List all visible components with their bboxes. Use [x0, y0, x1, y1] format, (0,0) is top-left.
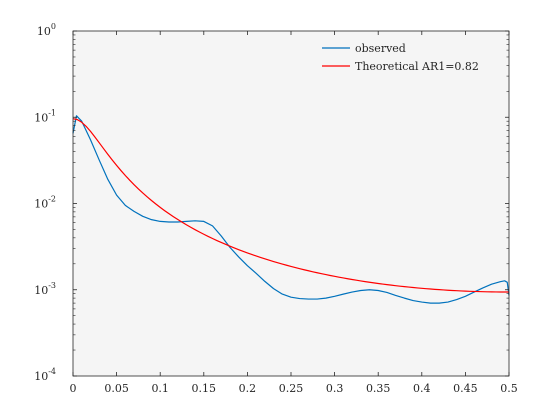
plot-area [73, 31, 509, 376]
legend: observed Theoretical AR1=0.82 [322, 42, 479, 73]
x-tick-label: 0.05 [104, 382, 129, 395]
series-layer [72, 115, 510, 304]
series-line-observed [72, 115, 510, 304]
x-tick-label: 0 [70, 382, 77, 395]
x-tick-label: 0.15 [192, 382, 217, 395]
x-tick-label: 0.35 [366, 382, 391, 395]
x-tick-label: 0.5 [500, 382, 518, 395]
y-tick-label: 10-3 [34, 281, 56, 297]
x-tick-label: 0.25 [279, 382, 304, 395]
legend-label-theoretical: Theoretical AR1=0.82 [355, 60, 479, 73]
x-tick-label: 0.2 [239, 382, 257, 395]
y-tick-label: 10-4 [34, 367, 56, 383]
x-tick-label: 0.45 [453, 382, 478, 395]
x-tick-label: 0.4 [413, 382, 431, 395]
legend-label-observed: observed [355, 42, 406, 55]
x-tick-label: 0.3 [326, 382, 344, 395]
series-line-theoretical [72, 118, 510, 293]
y-tick-label: 100 [37, 22, 56, 38]
y-tick-label: 10-2 [34, 195, 56, 211]
axis-layer: 0 0.05 0.1 0.15 0.2 0.25 0.3 0.35 0.4 0.45 0.5 10-4… [34, 22, 518, 395]
y-tick-label: 10-1 [34, 108, 56, 124]
x-tick-label: 0.1 [151, 382, 169, 395]
